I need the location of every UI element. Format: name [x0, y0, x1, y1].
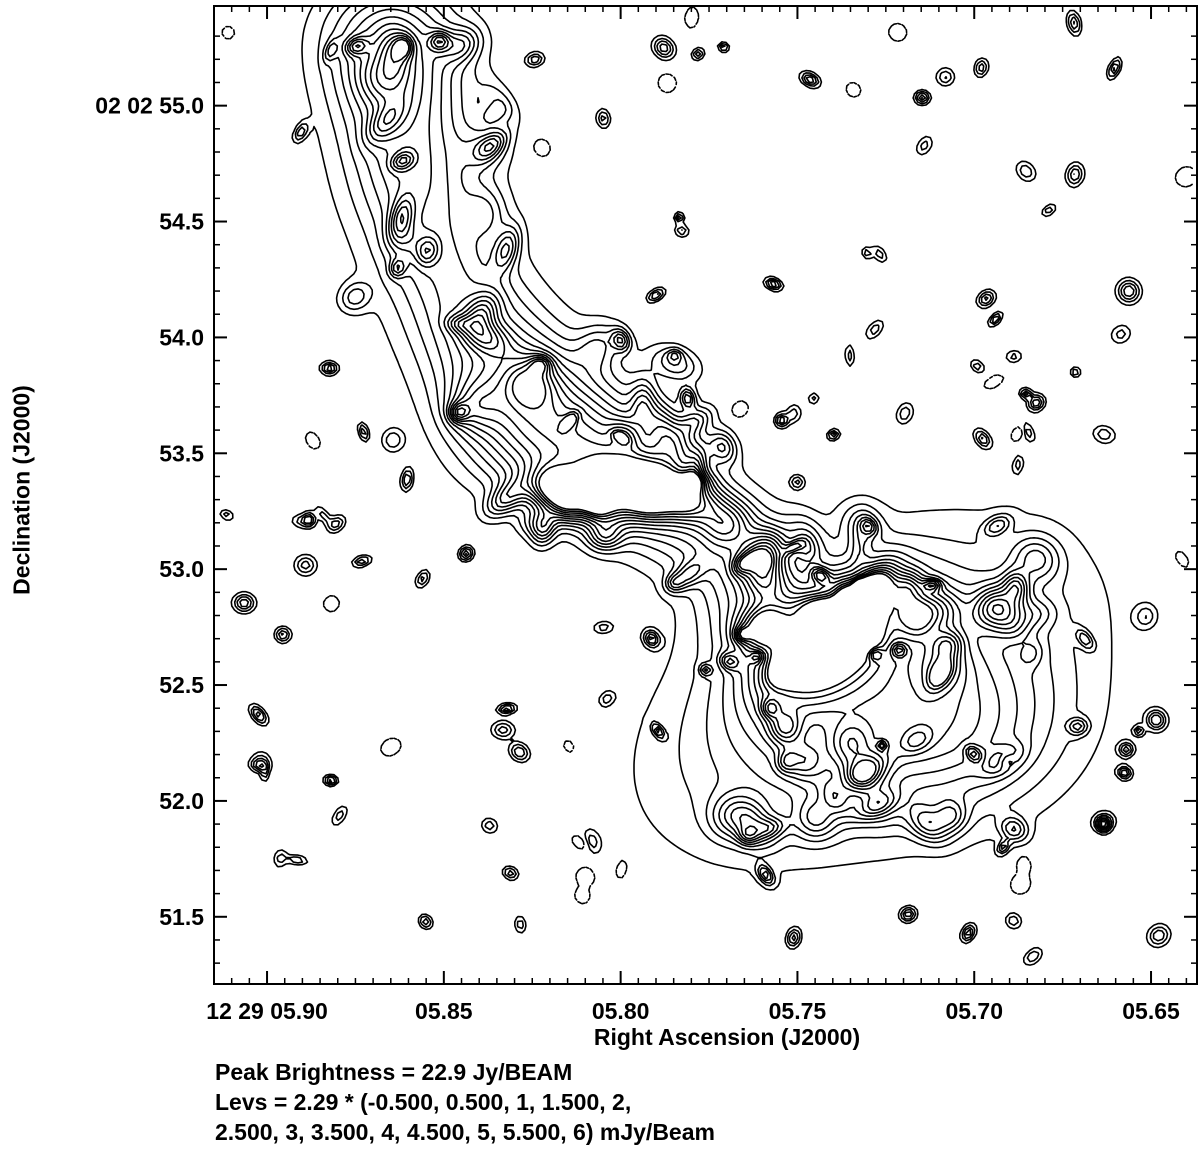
contour-level [236, 5, 1165, 945]
y-tick-label: 53.0 [159, 556, 204, 582]
x-axis-label: Right Ascension (J2000) [593, 1024, 861, 1050]
y-tick-label: 53.5 [159, 440, 204, 466]
y-tick-label: 51.5 [159, 904, 204, 930]
y-tick-label: 54.0 [159, 324, 204, 350]
contour-level [223, 5, 1169, 963]
y-tick-label: 02 02 55.0 [95, 93, 204, 119]
peak-brightness-text: Peak Brightness = 22.9 Jy/BEAM [215, 1059, 573, 1085]
y-axis-label: Declination (J2000) [8, 385, 35, 595]
x-tick-label: 05.75 [769, 998, 827, 1024]
caption-block: Peak Brightness = 22.9 Jy/BEAM Levs = 2.… [215, 1057, 715, 1147]
plot-frame [213, 5, 1198, 985]
x-tick-label: 05.80 [592, 998, 650, 1024]
x-tick-label: 05.65 [1122, 998, 1180, 1024]
x-tick-label: 12 29 05.90 [206, 998, 328, 1024]
x-tick-label: 05.85 [415, 998, 473, 1024]
contour-level [355, 34, 1011, 788]
contour-level [258, 8, 1127, 880]
contour-level [344, 16, 1109, 844]
axis-ticks: 12 29 05.90 05.85 05.80 05.75 05.70 05.65 02 0… [95, 6, 1197, 1024]
contour-level [349, 28, 1023, 840]
levels-text-line1: Levs = 2.29 * (-0.500, 0.500, 1, 1.500, … [215, 1089, 632, 1115]
x-tick-label: 05.70 [945, 998, 1003, 1024]
contour-lines [219, 5, 1195, 966]
contour-level [239, 5, 1162, 942]
y-tick-label: 54.5 [159, 209, 204, 235]
levels-text-line2: 2.500, 3, 3.500, 4, 4.500, 5, 5.500, 6) … [215, 1119, 715, 1145]
contour-level [351, 32, 1019, 837]
contour-level [346, 22, 1107, 842]
y-tick-label: 52.5 [159, 672, 204, 698]
negative-contour [221, 6, 1195, 905]
contour-level [382, 36, 1005, 785]
y-tick-label: 52.0 [159, 788, 204, 814]
contour-level [390, 38, 953, 783]
contour-level [219, 5, 1172, 966]
